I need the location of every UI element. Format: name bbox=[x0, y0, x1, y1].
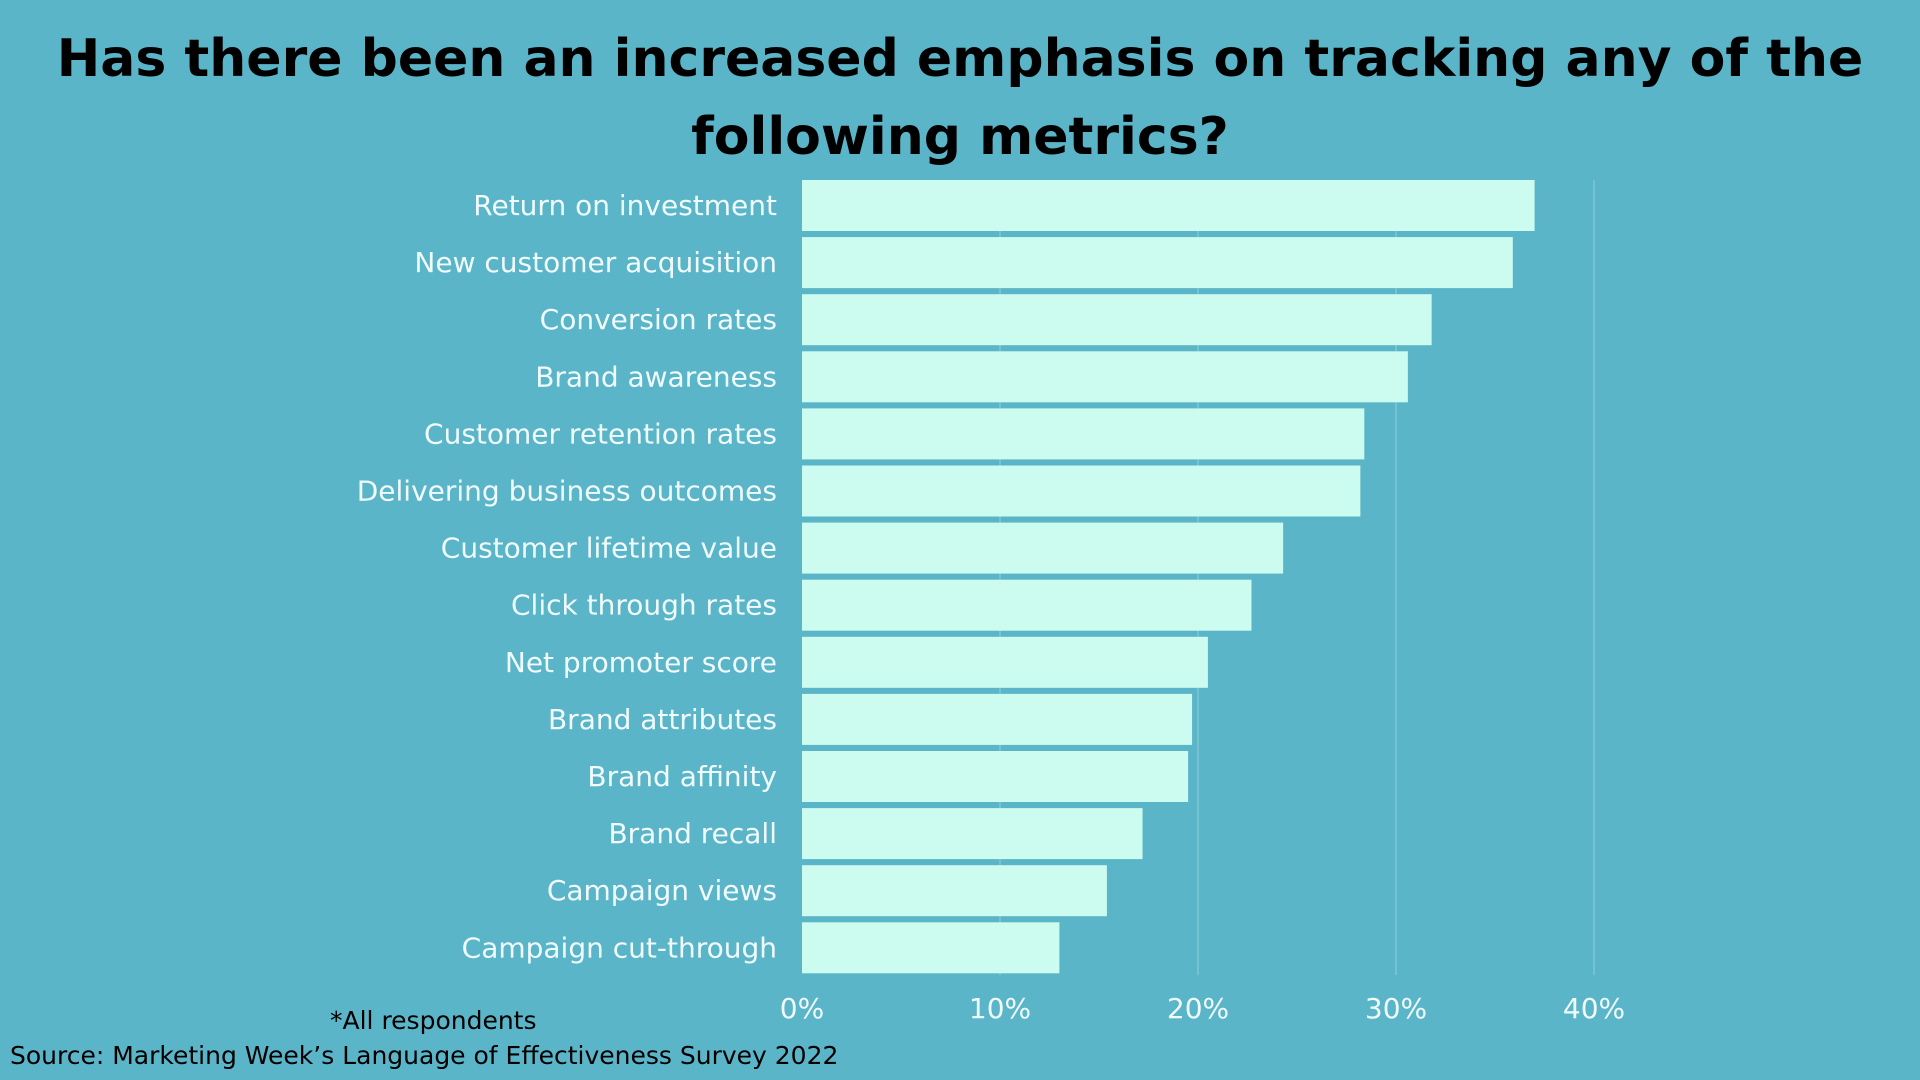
bar bbox=[802, 465, 1361, 517]
category-label: Net promoter score bbox=[505, 646, 777, 679]
category-label: Campaign views bbox=[547, 874, 777, 907]
category-label: Campaign cut-through bbox=[462, 931, 777, 964]
chart-title: Has there been an increased emphasis on … bbox=[56, 29, 1864, 167]
x-tick-label: 30% bbox=[1365, 992, 1427, 1025]
category-label: Brand attributes bbox=[548, 703, 777, 736]
source-note: Source: Marketing Week’s Language of Eff… bbox=[10, 1041, 839, 1070]
bar bbox=[802, 579, 1252, 631]
category-label: New customer acquisition bbox=[414, 246, 777, 279]
footnote: *All respondents bbox=[330, 1006, 537, 1035]
bar bbox=[802, 865, 1107, 917]
bar bbox=[802, 636, 1208, 688]
category-label: Brand awareness bbox=[535, 360, 777, 393]
bar bbox=[802, 294, 1432, 346]
bar bbox=[802, 180, 1535, 231]
bars bbox=[802, 180, 1535, 974]
category-label: Brand affinity bbox=[587, 760, 777, 793]
category-label: Return on investment bbox=[473, 189, 777, 222]
bar bbox=[802, 808, 1143, 860]
x-tick-label: 20% bbox=[1167, 992, 1229, 1025]
category-label: Delivering business outcomes bbox=[357, 475, 777, 508]
category-labels: Return on investment New customer acquisi… bbox=[357, 189, 777, 964]
bar bbox=[802, 237, 1513, 289]
x-tick-label: 0% bbox=[780, 992, 824, 1025]
bar bbox=[802, 751, 1189, 802]
bar bbox=[802, 922, 1060, 974]
category-label: Customer lifetime value bbox=[441, 532, 777, 565]
x-axis-tick-labels: 0% 10% 20% 30% 40% bbox=[780, 992, 1625, 1025]
bar bbox=[802, 351, 1408, 403]
x-tick-label: 40% bbox=[1563, 992, 1625, 1025]
bar bbox=[802, 693, 1193, 745]
bar-chart: Return on investment New customer acquisi… bbox=[357, 180, 1625, 1025]
category-label: Brand recall bbox=[608, 817, 777, 850]
category-label: Click through rates bbox=[511, 589, 777, 622]
bar bbox=[802, 522, 1284, 574]
category-label: Customer retention rates bbox=[424, 417, 777, 450]
category-label: Conversion rates bbox=[540, 303, 777, 336]
x-tick-label: 10% bbox=[969, 992, 1031, 1025]
bar bbox=[802, 408, 1365, 460]
